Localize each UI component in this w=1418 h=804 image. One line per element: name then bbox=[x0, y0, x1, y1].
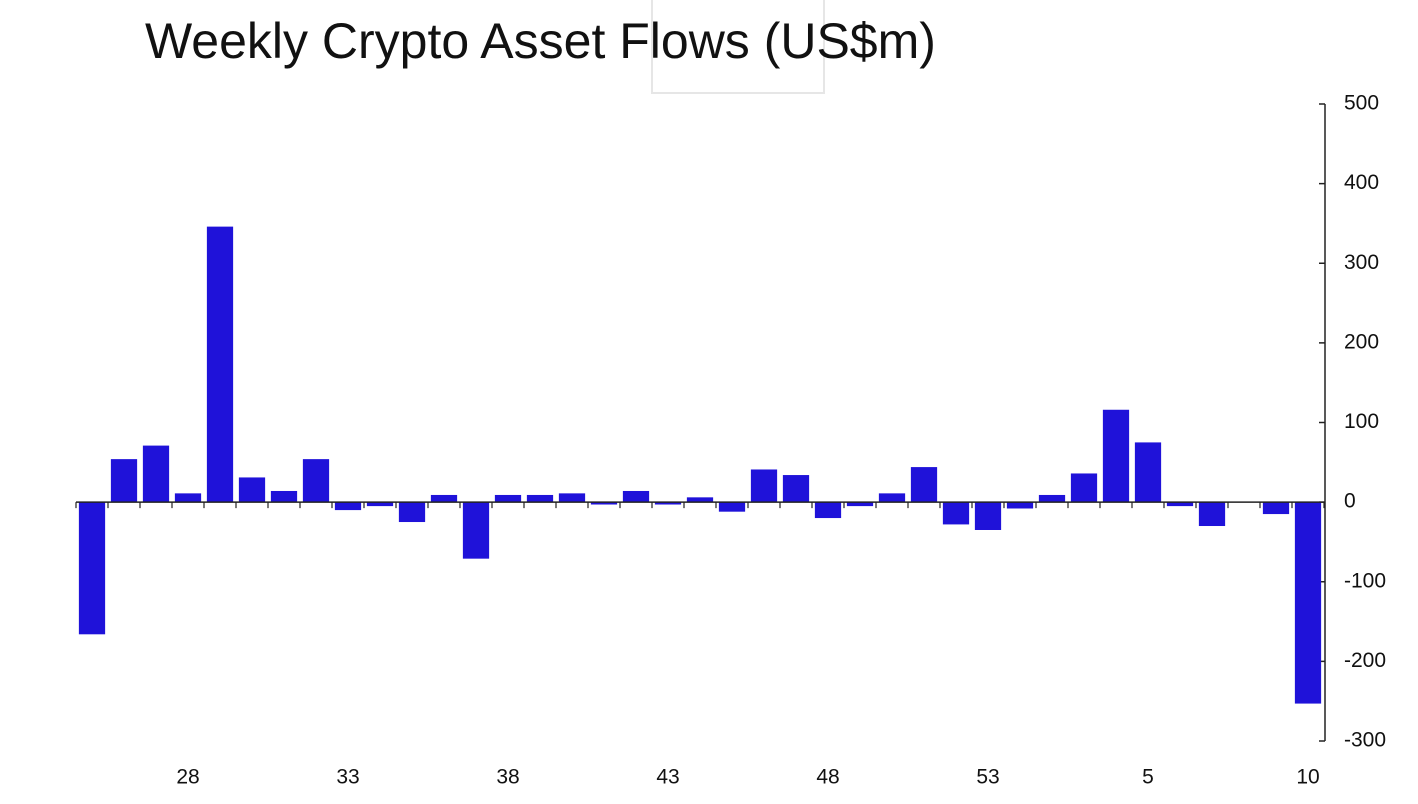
overlay-box bbox=[651, 0, 825, 94]
x-tick-label: 28 bbox=[176, 766, 199, 789]
chart-title: Weekly Crypto Asset Flows (US$m) bbox=[145, 13, 936, 69]
bar bbox=[1262, 502, 1290, 515]
y-tick-label: -300 bbox=[1344, 729, 1386, 752]
bar bbox=[526, 494, 554, 503]
x-tick-label: 33 bbox=[336, 766, 359, 789]
x-tick-label: 48 bbox=[816, 766, 839, 789]
bar bbox=[78, 502, 106, 635]
bar bbox=[686, 497, 714, 503]
y-tick-label: -200 bbox=[1344, 649, 1386, 672]
bar bbox=[910, 467, 938, 503]
bar bbox=[302, 459, 330, 503]
bar bbox=[878, 493, 906, 503]
bar bbox=[270, 490, 298, 503]
y-tick-label: 300 bbox=[1344, 251, 1379, 274]
bar bbox=[1070, 473, 1098, 503]
bar bbox=[1294, 502, 1322, 704]
bar bbox=[462, 502, 490, 559]
x-tick-label: 5 bbox=[1142, 766, 1154, 789]
y-tick-label: 400 bbox=[1344, 171, 1379, 194]
bar bbox=[1198, 502, 1226, 527]
bar bbox=[1038, 494, 1066, 503]
bar bbox=[334, 502, 362, 511]
bar bbox=[590, 502, 618, 505]
y-tick-label: 500 bbox=[1344, 92, 1379, 115]
bar bbox=[238, 477, 266, 503]
bar bbox=[750, 469, 778, 503]
bar bbox=[142, 445, 170, 503]
x-tick-label: 43 bbox=[656, 766, 679, 789]
x-tick-label: 53 bbox=[976, 766, 999, 789]
bar bbox=[1134, 442, 1162, 503]
bar bbox=[846, 502, 874, 507]
bar bbox=[814, 502, 842, 519]
bar bbox=[494, 494, 522, 503]
x-tick-label: 10 bbox=[1296, 766, 1319, 789]
bar bbox=[430, 494, 458, 503]
bar bbox=[974, 502, 1002, 530]
bar bbox=[942, 502, 970, 525]
bar bbox=[398, 502, 426, 523]
x-tick-label: 38 bbox=[496, 766, 519, 789]
bar bbox=[174, 493, 202, 503]
y-tick-label: 0 bbox=[1344, 490, 1356, 513]
bar bbox=[110, 459, 138, 503]
y-tick-label: -100 bbox=[1344, 569, 1386, 592]
bar bbox=[782, 475, 810, 503]
y-tick-label: 200 bbox=[1344, 330, 1379, 353]
bar bbox=[654, 502, 682, 505]
y-tick-label: 100 bbox=[1344, 410, 1379, 433]
bar bbox=[1102, 409, 1130, 503]
bar bbox=[206, 226, 234, 503]
bar bbox=[366, 502, 394, 507]
bar bbox=[1006, 502, 1034, 509]
bar bbox=[1166, 502, 1194, 507]
bar bbox=[622, 490, 650, 503]
bar bbox=[718, 502, 746, 512]
bar bbox=[558, 493, 586, 503]
